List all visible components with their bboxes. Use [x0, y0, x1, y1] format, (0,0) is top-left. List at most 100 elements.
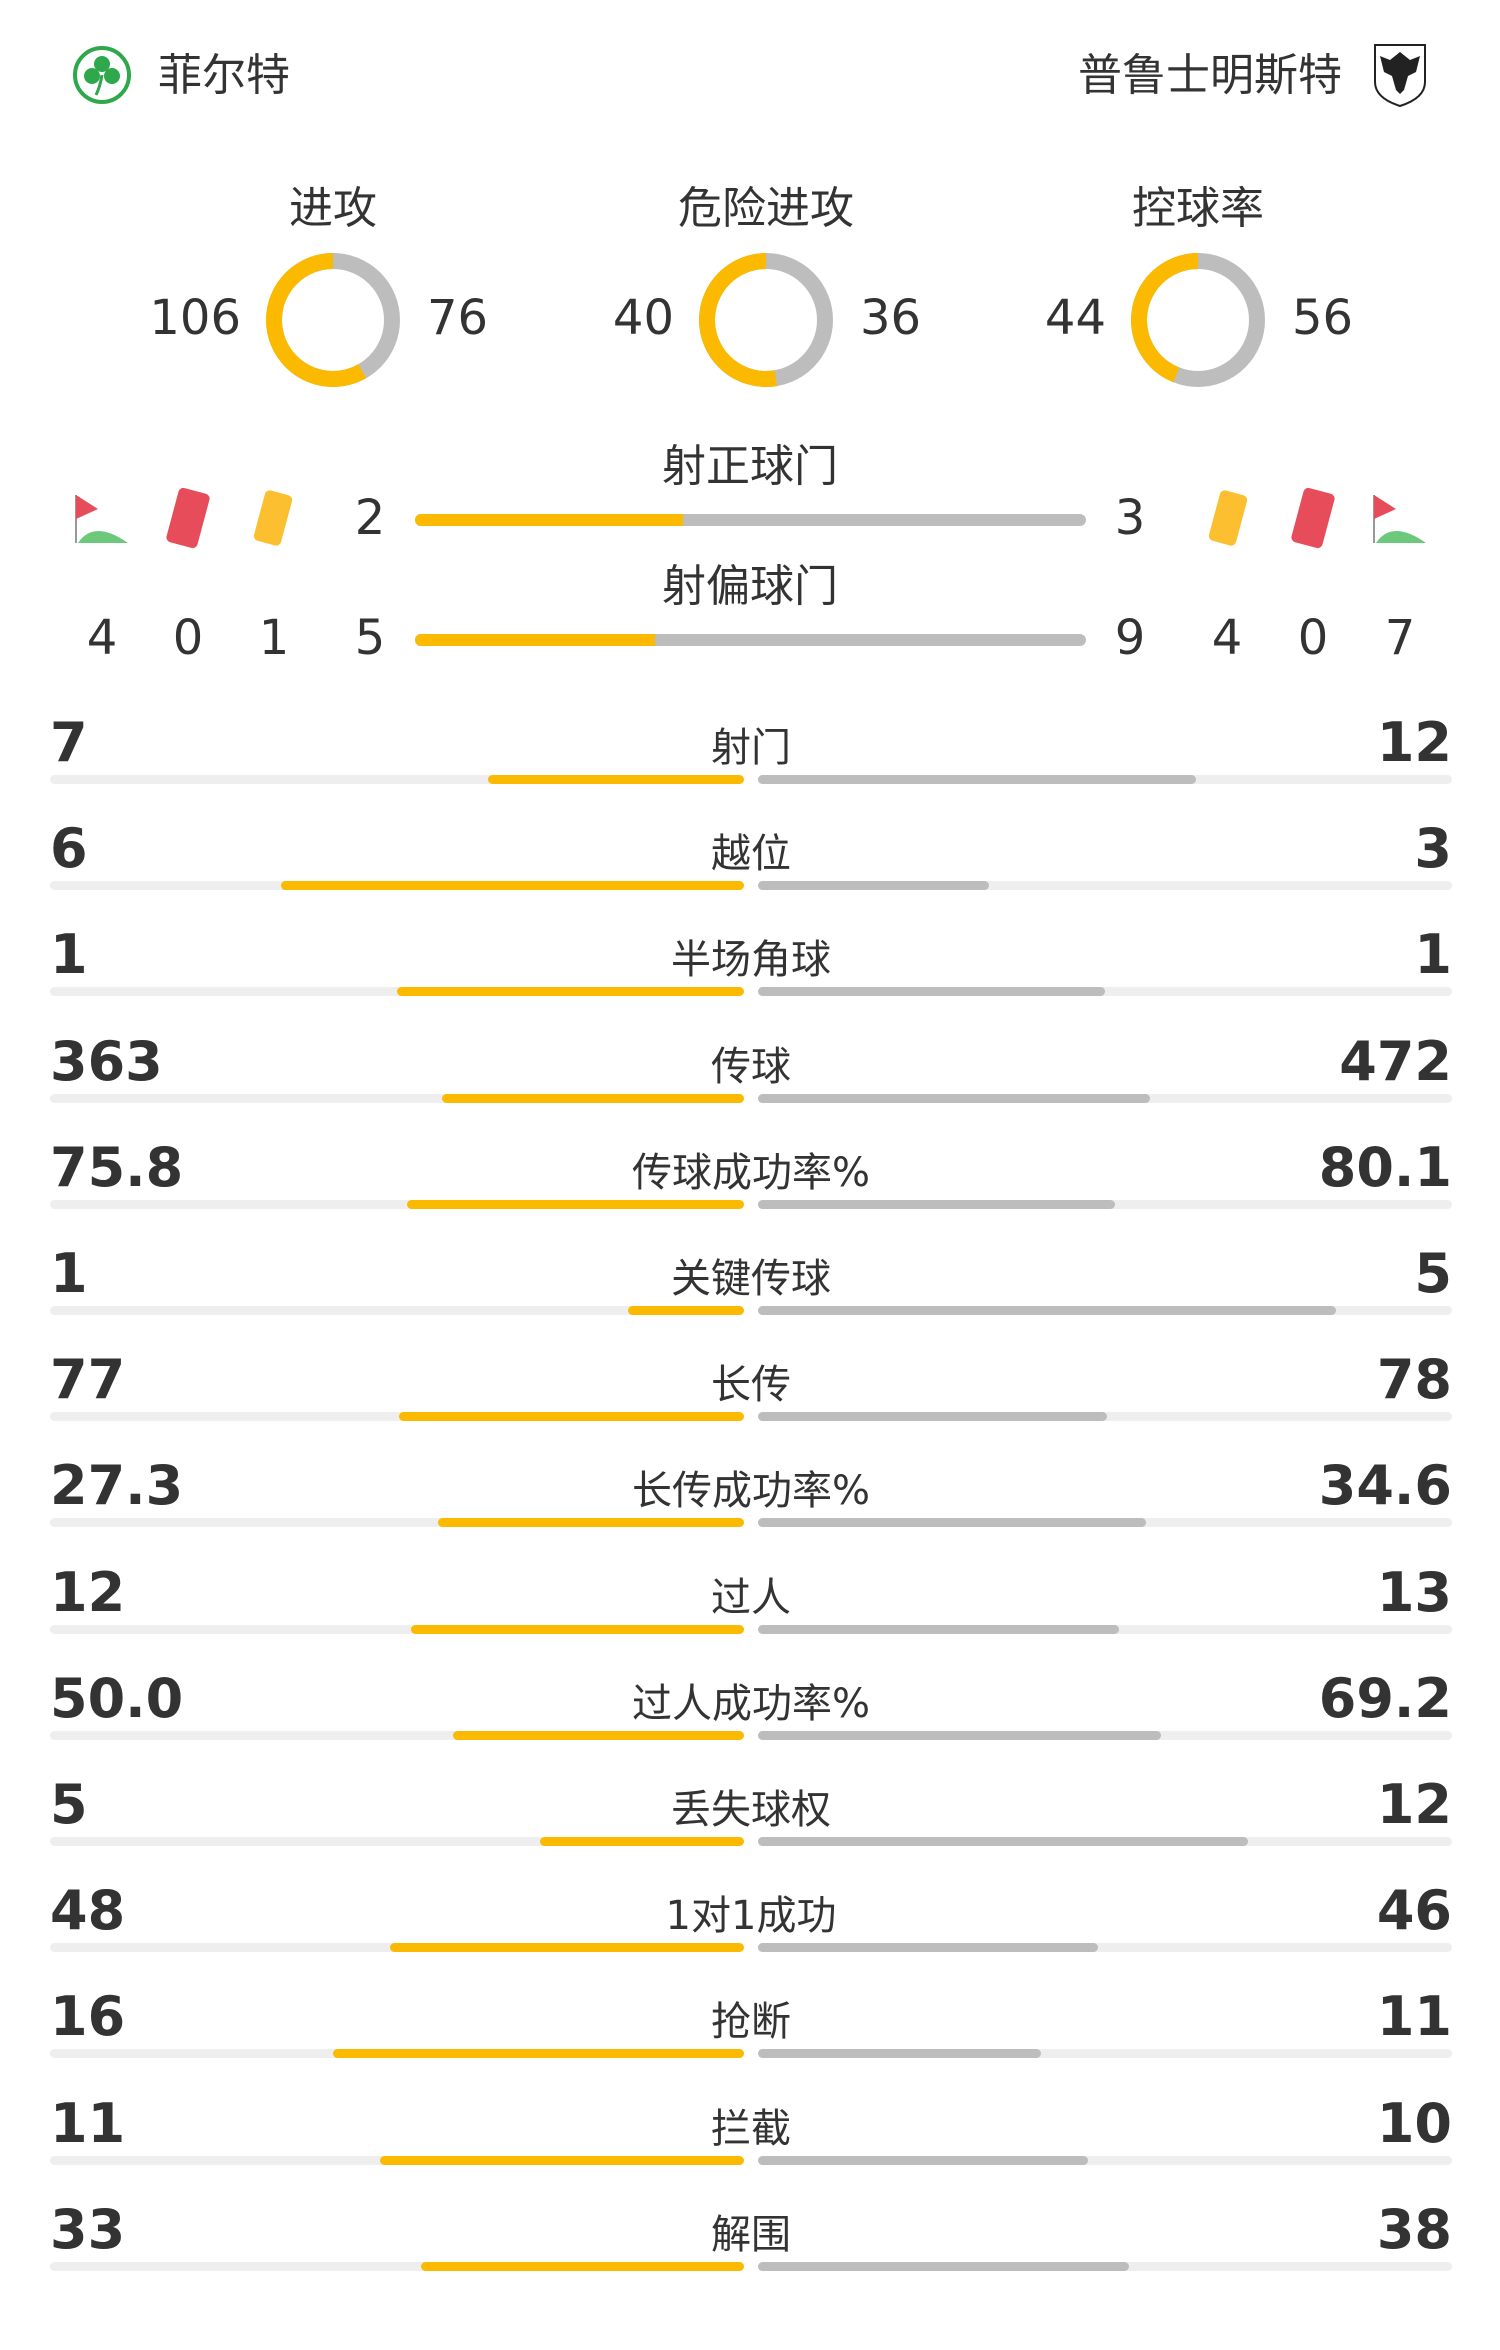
stat-away-bar [758, 775, 1197, 784]
home-yellow-card-icon [253, 490, 293, 546]
stat-row: 363 传球 472 [50, 1029, 1452, 1138]
stat-away-bar [758, 2049, 1041, 2059]
stat-away-value: 12 [1376, 1773, 1452, 1836]
stat-home-track [50, 1518, 744, 1528]
stat-away-track [758, 2155, 1452, 2165]
stat-row: 5 丢失球权 12 [50, 1775, 1452, 1881]
stat-row: 48 1对1成功 46 [50, 1881, 1452, 1987]
home-corner-flag-icon [75, 495, 128, 543]
home-team-name: 菲尔特 [158, 50, 290, 101]
stat-home-bar [410, 1624, 744, 1634]
stat-label: 传球成功率% [631, 1149, 870, 1196]
stat-row: 33 解围 38 [50, 2197, 1452, 2306]
stat-label: 拦截 [711, 2105, 791, 2152]
stat-home-value: 27.3 [50, 1454, 184, 1518]
donut-home-value: 106 [149, 290, 241, 346]
donut-title: 控球率 [1132, 183, 1264, 234]
stat-home-bar [380, 2155, 744, 2165]
stat-away-track [758, 1624, 1452, 1634]
stat-row: 50.0 过人成功率% 69.2 [50, 1666, 1452, 1775]
stat-away-track [758, 1412, 1452, 1422]
stat-home-track [50, 1306, 744, 1315]
stat-away-track [758, 1199, 1452, 1209]
stat-away-value: 34.6 [1318, 1454, 1452, 1518]
donut-home-value: 40 [612, 290, 674, 346]
stat-away-bar [758, 1518, 1146, 1528]
home-team-logo [73, 46, 131, 104]
stat-home-value: 16 [50, 1985, 126, 2049]
donut-away-value: 36 [860, 290, 922, 346]
stat-home-value: 33 [50, 2197, 126, 2261]
donut-home-arc [266, 253, 400, 387]
stat-label: 丢失球权 [671, 1787, 831, 1833]
stat-away-track [758, 2261, 1452, 2271]
stat-home-track [50, 881, 744, 891]
stat-home-track [50, 2261, 744, 2271]
stat-home-track [50, 775, 744, 784]
donut-chart [1131, 253, 1265, 387]
donut-chart [266, 253, 400, 387]
stat-home-value: 1 [50, 1242, 88, 1305]
stat-home-value: 1 [50, 923, 88, 987]
stat-away-value: 11 [1376, 1985, 1452, 2049]
stat-label: 过人 [711, 1574, 791, 1621]
stat-home-bar [488, 775, 744, 784]
stat-away-track [758, 2049, 1452, 2059]
away-red-card-icon [1291, 487, 1335, 549]
donut-home-arc [699, 253, 833, 387]
donut-home-arc [1131, 253, 1265, 387]
stat-row: 12 过人 13 [50, 1560, 1452, 1669]
stat-away-track [758, 1306, 1452, 1315]
stat-away-track [758, 987, 1452, 997]
on-target-bar [415, 514, 1086, 526]
stat-home-track [50, 2049, 744, 2059]
stat-label: 抢断 [711, 1999, 791, 2046]
stat-away-bar [758, 881, 990, 891]
stat-row: 6 越位 3 [50, 819, 1452, 925]
stat-row: 1 关键传球 5 [50, 1244, 1452, 1350]
home-yellow-cards: 1 [258, 610, 290, 666]
stat-away-bar [758, 1837, 1248, 1846]
stat-away-track [758, 881, 1452, 891]
on-target-home-fill [415, 514, 684, 526]
away-corner-flag-icon [1373, 495, 1426, 543]
stat-away-track [758, 1093, 1452, 1103]
stat-away-track [758, 1518, 1452, 1528]
stat-row: 27.3 长传成功率% 34.6 [50, 1456, 1452, 1562]
donut-chart [699, 253, 833, 387]
stat-away-value: 38 [1376, 2197, 1452, 2261]
stat-away-bar [758, 987, 1105, 997]
stat-away-value: 5 [1414, 1242, 1452, 1305]
stat-home-track [50, 1943, 744, 1953]
stat-away-value: 80.1 [1318, 1135, 1452, 1199]
stat-home-value: 12 [50, 1560, 126, 1624]
stat-home-bar [442, 1093, 744, 1103]
off-target-label: 射偏球门 [662, 561, 838, 612]
stat-row: 7 射门 12 [50, 713, 1452, 819]
stat-home-bar [406, 1199, 744, 1209]
stat-label: 1对1成功 [665, 1893, 837, 1940]
stat-home-bar [628, 1306, 744, 1315]
stat-row: 75.8 传球成功率% 80.1 [50, 1135, 1452, 1244]
stat-home-track [50, 1093, 744, 1103]
stat-away-track [758, 775, 1452, 784]
home-on-target: 2 [354, 490, 386, 546]
stat-away-track [758, 1730, 1452, 1740]
stat-home-track [50, 2155, 744, 2165]
stat-label: 长传 [711, 1362, 791, 1409]
stat-home-bar [399, 1412, 744, 1422]
stat-home-bar [281, 881, 744, 891]
stat-home-track [50, 1624, 744, 1634]
away-corners: 7 [1384, 610, 1416, 666]
stat-home-track [50, 1837, 744, 1846]
on-target-label: 射正球门 [662, 441, 838, 492]
stat-home-value: 363 [50, 1029, 163, 1093]
stat-away-value: 69.2 [1318, 1666, 1452, 1730]
stat-away-track [758, 1943, 1452, 1953]
stat-home-value: 6 [50, 817, 88, 881]
stat-home-value: 5 [50, 1773, 88, 1836]
stat-home-value: 75.8 [50, 1135, 184, 1199]
stat-label: 解围 [711, 2211, 791, 2258]
stat-away-value: 472 [1339, 1029, 1452, 1093]
stat-away-value: 46 [1376, 1879, 1452, 1943]
